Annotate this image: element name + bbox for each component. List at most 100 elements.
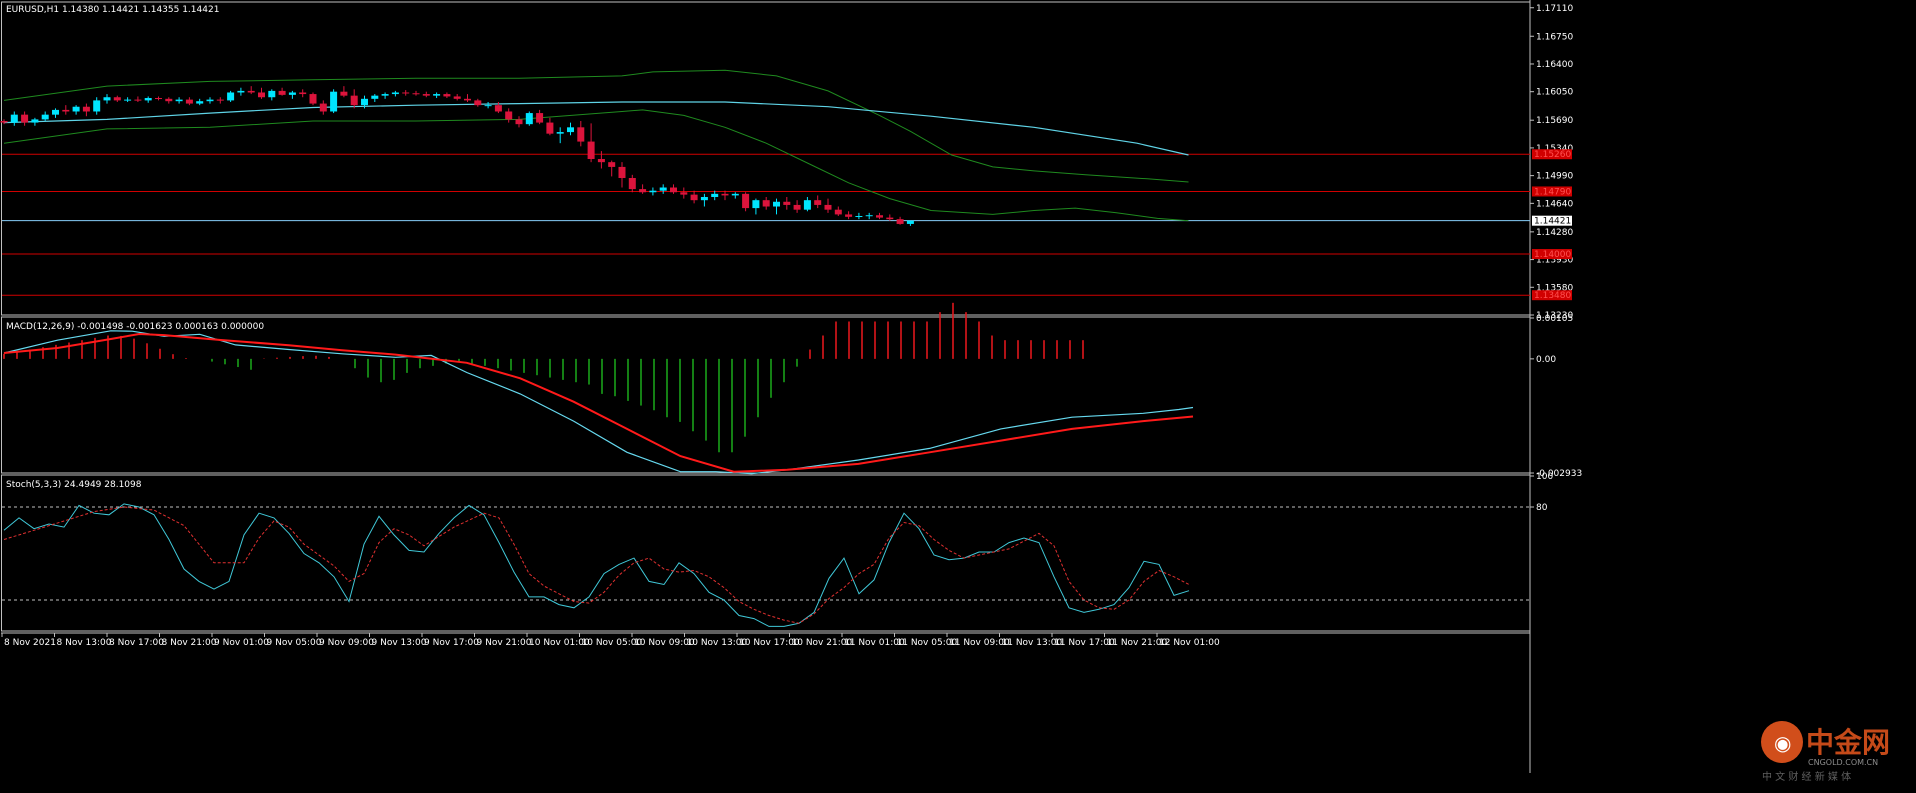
- candle-body[interactable]: [165, 98, 173, 102]
- candle-body[interactable]: [700, 197, 708, 201]
- candle-body[interactable]: [525, 113, 533, 125]
- candle-body[interactable]: [299, 92, 307, 95]
- candle-body[interactable]: [268, 90, 276, 98]
- candle-body[interactable]: [0, 120, 8, 123]
- candle-body[interactable]: [21, 114, 29, 123]
- candle-body[interactable]: [896, 219, 904, 224]
- candle-body[interactable]: [639, 189, 647, 193]
- candle-body[interactable]: [484, 105, 492, 107]
- candle-body[interactable]: [587, 141, 595, 159]
- candle-body[interactable]: [402, 92, 410, 94]
- candle-body[interactable]: [237, 90, 245, 93]
- candle-body[interactable]: [124, 99, 132, 101]
- candle-body[interactable]: [556, 132, 564, 134]
- time-axis-label: 9 Nov 13:00: [372, 638, 427, 648]
- candle-body[interactable]: [422, 94, 430, 96]
- candle-body[interactable]: [144, 98, 152, 101]
- candle-body[interactable]: [391, 92, 399, 95]
- candle-body[interactable]: [865, 215, 873, 217]
- candle-body[interactable]: [742, 193, 750, 209]
- candle-body[interactable]: [711, 193, 719, 198]
- candle-body[interactable]: [752, 200, 760, 209]
- candle-body[interactable]: [258, 92, 265, 98]
- candle-body[interactable]: [82, 106, 90, 112]
- candle-body[interactable]: [196, 101, 204, 104]
- candle-body[interactable]: [62, 109, 70, 112]
- candle-body[interactable]: [247, 90, 255, 93]
- candle-body[interactable]: [433, 94, 441, 96]
- candle-body[interactable]: [649, 190, 657, 193]
- candle-body[interactable]: [803, 200, 811, 210]
- candle-body[interactable]: [536, 113, 544, 123]
- candle-body[interactable]: [515, 119, 523, 125]
- candle-body[interactable]: [773, 201, 780, 207]
- candle-body[interactable]: [464, 98, 471, 101]
- time-axis-label: 9 Nov 21:00: [477, 638, 532, 648]
- candle-body[interactable]: [834, 209, 842, 215]
- candle-body[interactable]: [216, 99, 224, 101]
- candle-body[interactable]: [185, 99, 193, 104]
- candle-body[interactable]: [505, 111, 513, 120]
- watermark-title: 中金网: [1806, 726, 1890, 759]
- candle-body[interactable]: [453, 96, 461, 99]
- candle-body[interactable]: [350, 95, 358, 106]
- candle-body[interactable]: [680, 192, 688, 195]
- candle-body[interactable]: [443, 94, 451, 97]
- candle-body[interactable]: [855, 216, 863, 218]
- candle-body[interactable]: [361, 98, 368, 106]
- candle-body[interactable]: [10, 114, 18, 123]
- candle-body[interactable]: [288, 92, 296, 95]
- bollinger-middle-band: [3, 101, 1189, 156]
- candle-body[interactable]: [52, 109, 59, 115]
- candle-body[interactable]: [546, 122, 554, 134]
- candle-body[interactable]: [340, 91, 348, 96]
- candle-body[interactable]: [31, 119, 39, 123]
- candle-body[interactable]: [824, 204, 832, 210]
- candle-body[interactable]: [793, 204, 801, 210]
- candle-body[interactable]: [608, 162, 616, 167]
- candle-body[interactable]: [845, 214, 853, 217]
- candle-body[interactable]: [319, 103, 327, 112]
- candle-body[interactable]: [330, 91, 338, 112]
- candle-body[interactable]: [412, 93, 420, 95]
- candle-body[interactable]: [309, 94, 317, 104]
- candle-body[interactable]: [618, 166, 626, 179]
- candle-body[interactable]: [494, 105, 502, 112]
- candle-body[interactable]: [113, 97, 121, 101]
- candle-body[interactable]: [762, 200, 770, 207]
- candle-body[interactable]: [906, 220, 914, 224]
- candle-body[interactable]: [41, 114, 49, 120]
- candle-body[interactable]: [206, 99, 214, 102]
- candle-body[interactable]: [628, 178, 636, 190]
- candle-body[interactable]: [278, 90, 286, 95]
- time-axis-label: 10 Nov 09:00: [634, 638, 695, 648]
- candle-body[interactable]: [597, 159, 605, 163]
- candle-body[interactable]: [175, 99, 183, 102]
- candle-body[interactable]: [134, 99, 142, 101]
- candle-body[interactable]: [690, 194, 698, 201]
- candle-body[interactable]: [567, 127, 574, 133]
- candle-body[interactable]: [227, 92, 235, 101]
- watermark-tagline: 中 文 财 经 新 媒 体: [1762, 770, 1851, 783]
- level-label: 1.15260: [1534, 150, 1571, 160]
- candle-body[interactable]: [577, 127, 585, 142]
- candle-body[interactable]: [783, 201, 791, 205]
- candle-body[interactable]: [659, 187, 667, 191]
- candle-body[interactable]: [731, 193, 739, 196]
- candle-body[interactable]: [103, 97, 111, 101]
- candle-body[interactable]: [371, 95, 379, 99]
- candle-body[interactable]: [93, 100, 101, 112]
- candle-body[interactable]: [72, 106, 80, 112]
- candle-body[interactable]: [474, 100, 482, 106]
- candle-body[interactable]: [721, 193, 729, 196]
- candle-body[interactable]: [876, 215, 883, 218]
- candle-body[interactable]: [381, 94, 389, 96]
- candle-body[interactable]: [814, 200, 822, 205]
- candle-body[interactable]: [155, 98, 162, 100]
- time-axis-label: 10 Nov 01:00: [529, 638, 590, 648]
- candle-body[interactable]: [670, 187, 677, 193]
- candle-body[interactable]: [886, 217, 894, 220]
